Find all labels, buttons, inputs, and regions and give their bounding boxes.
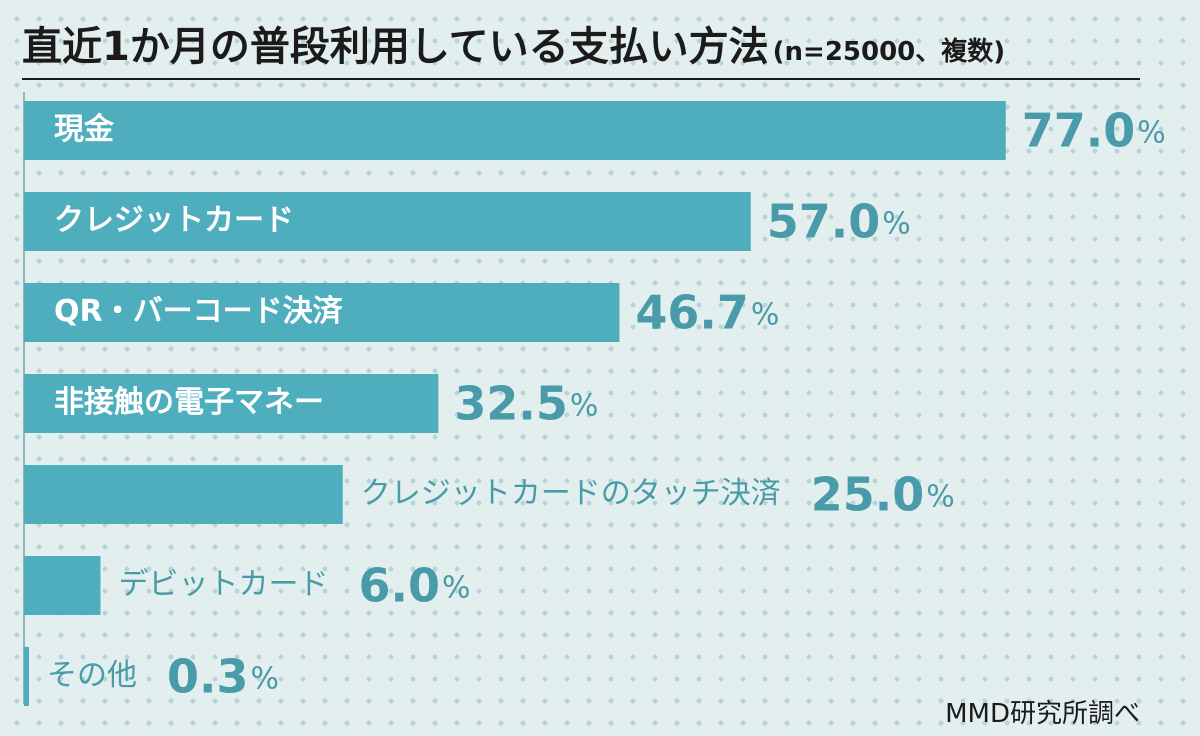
category-label-3: QR・バーコード決済 <box>54 294 344 329</box>
category-label-2: クレジットカード <box>54 203 294 238</box>
category-label-5: クレジットカードのタッチ決済 <box>361 476 781 511</box>
bar-4 <box>24 374 439 433</box>
chart-title-row: 直近1か月の普段利用している支払い方法 (n=25000、複数) <box>22 14 1005 74</box>
bar-1 <box>24 101 1006 160</box>
category-label-7: その他 <box>47 658 137 693</box>
bar-3 <box>24 283 620 342</box>
category-label-1: 現金 <box>54 112 115 147</box>
chart-title: 直近1か月の普段利用している支払い方法 <box>22 24 769 70</box>
category-label-6: デビットカード <box>119 567 329 602</box>
value-label-1: 77.0% <box>1022 103 1166 157</box>
value-label-2: 57.0% <box>767 194 911 248</box>
value-label-5: 25.0% <box>811 467 955 521</box>
category-label-4: 非接触の電子マネー <box>54 385 324 420</box>
value-label-4: 32.5% <box>454 376 598 430</box>
bar-6 <box>24 556 101 615</box>
value-label-6: 6.0% <box>359 558 471 612</box>
bar-7 <box>24 647 29 706</box>
value-label-7: 0.3% <box>167 649 279 703</box>
title-rule <box>22 78 1140 80</box>
chart-subtitle: (n=25000、複数) <box>772 37 1006 67</box>
value-label-3: 46.7% <box>635 285 779 339</box>
source-credit: MMD研究所調べ <box>945 699 1140 729</box>
bar-5 <box>24 465 343 524</box>
bar-2 <box>24 192 751 251</box>
